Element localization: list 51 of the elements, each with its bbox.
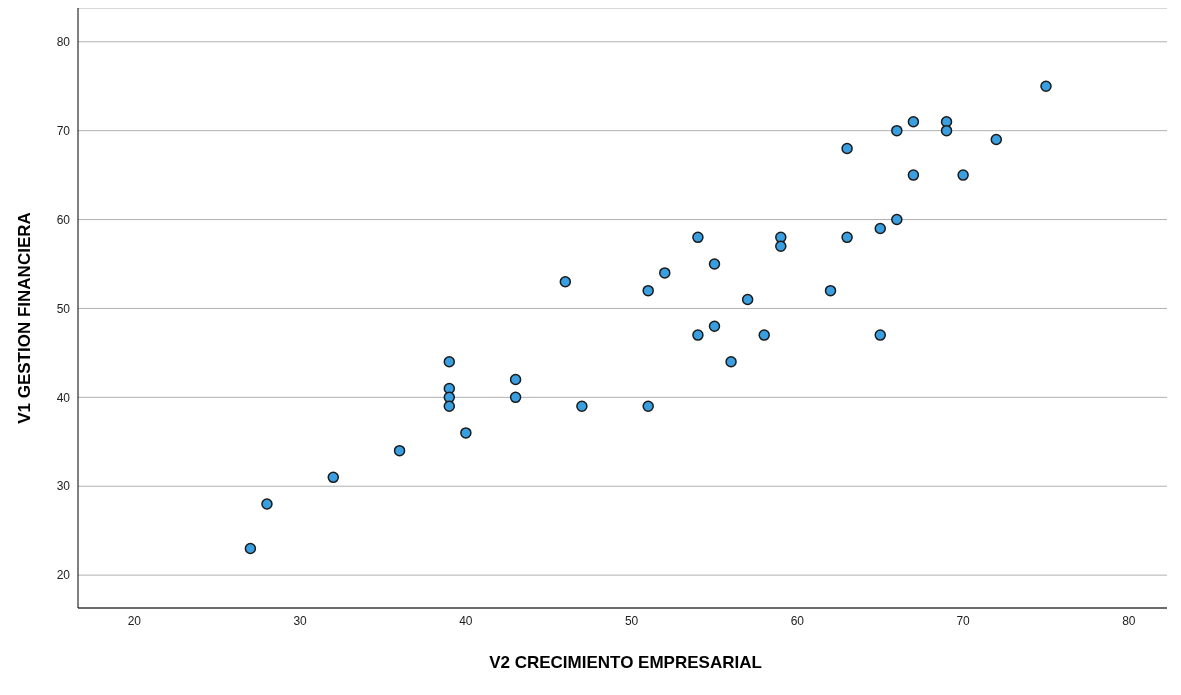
point xyxy=(940,124,953,137)
point xyxy=(261,498,273,510)
point xyxy=(244,542,257,555)
point xyxy=(692,231,704,244)
point xyxy=(758,329,770,341)
x-axis-title: V2 CRECIMIENTO EMPRESARIAL xyxy=(488,653,763,673)
point xyxy=(559,276,572,288)
point xyxy=(509,391,522,404)
point xyxy=(509,373,522,386)
point xyxy=(874,222,886,235)
y-tick-label: 80 xyxy=(56,35,71,50)
point xyxy=(576,400,588,412)
point xyxy=(327,471,340,484)
x-tick-label: 40 xyxy=(459,613,473,628)
x-tick-label: 60 xyxy=(790,613,805,628)
x-tick-label: 50 xyxy=(624,613,639,628)
point xyxy=(393,444,406,457)
y-tick-label: 20 xyxy=(56,568,71,583)
y-tick-label: 30 xyxy=(56,479,71,494)
point xyxy=(891,124,903,137)
point xyxy=(443,356,456,368)
point xyxy=(725,356,737,368)
y-tick-label: 40 xyxy=(56,390,71,405)
point xyxy=(841,142,853,155)
point xyxy=(841,231,853,244)
point xyxy=(907,169,920,181)
point xyxy=(891,213,903,226)
point xyxy=(874,329,886,341)
point xyxy=(907,116,920,128)
point xyxy=(775,240,787,252)
y-tick-label: 70 xyxy=(56,123,71,138)
point xyxy=(460,427,472,439)
point xyxy=(659,267,671,279)
x-tick-label: 70 xyxy=(956,613,971,628)
point xyxy=(957,169,969,181)
point xyxy=(642,400,654,412)
y-axis-title: V1 GESTION FINANCIERA xyxy=(15,212,35,424)
y-tick-label: 50 xyxy=(56,301,71,316)
x-tick-label: 30 xyxy=(293,613,308,628)
point xyxy=(1040,80,1052,92)
point xyxy=(824,284,837,297)
point xyxy=(692,329,704,341)
point xyxy=(443,400,456,412)
point xyxy=(741,293,754,306)
point xyxy=(708,258,721,270)
point xyxy=(990,133,1003,146)
x-tick-label: 80 xyxy=(1122,613,1136,628)
point xyxy=(642,284,654,297)
y-tick-label: 60 xyxy=(56,212,71,227)
point xyxy=(708,320,721,332)
x-tick-label: 20 xyxy=(127,613,142,628)
